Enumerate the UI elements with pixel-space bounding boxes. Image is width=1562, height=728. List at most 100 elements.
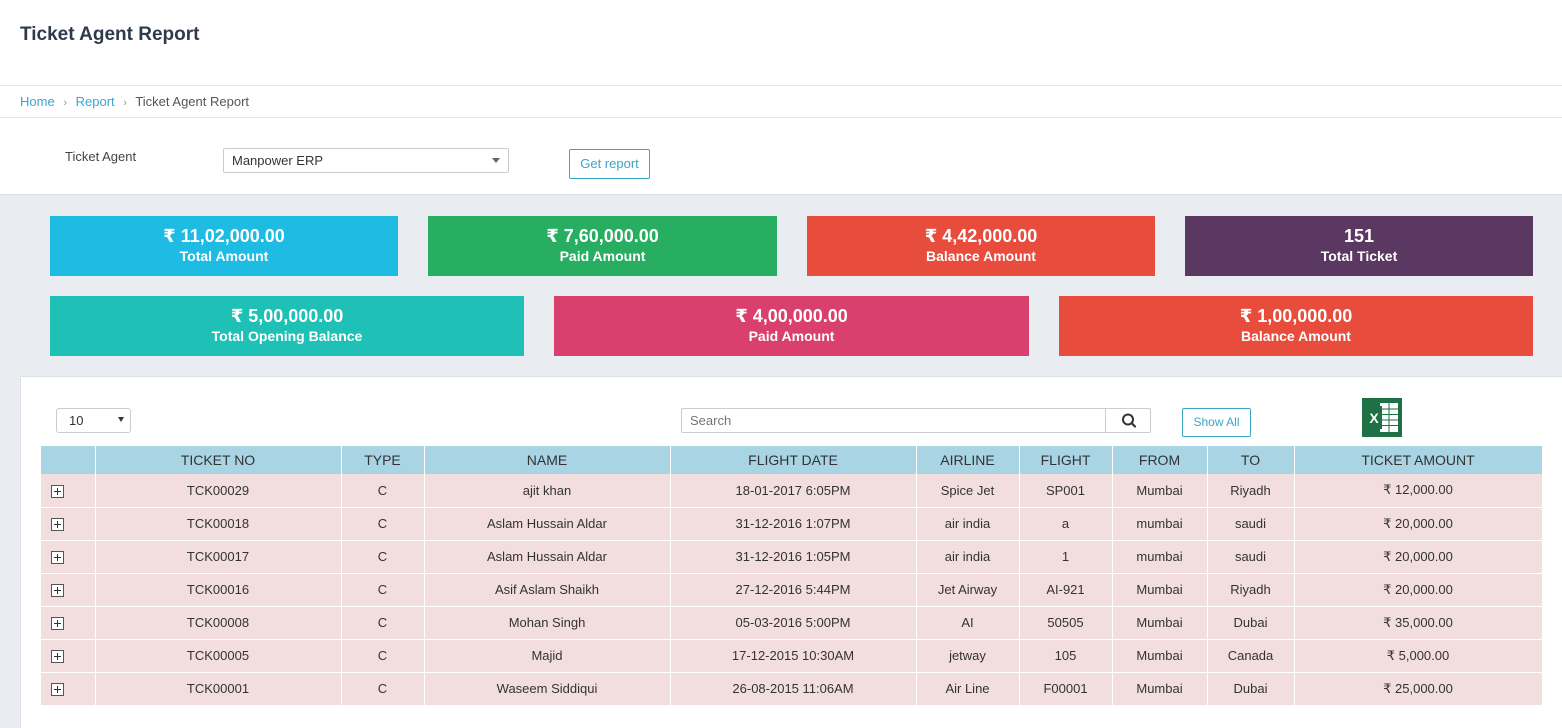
ticket-agent-select[interactable]: Manpower ERP	[223, 148, 509, 173]
show-all-button[interactable]: Show All	[1182, 408, 1251, 437]
table-row: TCK00016 C Asif Aslam Shaikh 27-12-2016 5:4…	[41, 573, 1543, 607]
stat-value: 151	[1343, 226, 1375, 246]
table-cell: 17-12-2015 10:30AM	[670, 639, 917, 673]
column-header[interactable]: TICKET NO	[95, 446, 342, 474]
expand-cell	[41, 474, 96, 508]
table-cell: 31-12-2016 1:05PM	[670, 540, 917, 574]
column-header[interactable]: TYPE	[341, 446, 425, 474]
table-cell: mumbai	[1112, 540, 1208, 574]
expand-cell	[41, 573, 96, 607]
column-header[interactable]: FLIGHT DATE	[670, 446, 917, 474]
table-cell: SP001	[1019, 474, 1113, 508]
total-ticket-card: 151 Total Ticket	[1185, 216, 1533, 276]
table-cell: 18-01-2017 6:05PM	[670, 474, 917, 508]
table-cell: saudi	[1207, 507, 1295, 541]
table-cell: TCK00005	[95, 639, 342, 673]
column-header[interactable]	[41, 446, 96, 474]
table-cell: C	[341, 672, 425, 706]
table-cell: saudi	[1207, 540, 1295, 574]
breadcrumb-separator: ›	[123, 97, 127, 109]
page-length-select[interactable]: 10	[56, 408, 131, 433]
balance-amount-card: ₹ 4,42,000.00 Balance Amount	[807, 216, 1155, 276]
table-cell: Riyadh	[1207, 474, 1295, 508]
table-cell: Aslam Hussain Aldar	[424, 540, 671, 574]
page-header: Ticket Agent Report	[0, 0, 1562, 86]
breadcrumb-home-link[interactable]: Home	[20, 94, 55, 109]
expand-cell	[41, 606, 96, 640]
expand-cell	[41, 507, 96, 541]
table-row: TCK00017 C Aslam Hussain Aldar 31-12-2016 1…	[41, 540, 1543, 574]
search-button[interactable]	[1105, 408, 1151, 433]
breadcrumb-report-link[interactable]: Report	[75, 94, 115, 109]
expand-row-icon[interactable]	[51, 484, 64, 498]
table-cell: jetway	[916, 639, 1020, 673]
column-header[interactable]: TO	[1207, 446, 1295, 474]
table-cell: TCK00018	[95, 507, 342, 541]
column-header[interactable]: NAME	[424, 446, 671, 474]
table-cell: TCK00029	[95, 474, 342, 508]
table-cell: air india	[916, 540, 1020, 574]
table-cell: C	[341, 639, 425, 673]
table-cell: Jet Airway	[916, 573, 1020, 607]
stat-value: ₹ 11,02,000.00	[163, 226, 285, 246]
table-cell: Mumbai	[1112, 474, 1208, 508]
stat-label: Total Opening Balance	[211, 328, 363, 344]
column-header[interactable]: FLIGHT	[1019, 446, 1113, 474]
table-cell: mumbai	[1112, 507, 1208, 541]
table-cell: 31-12-2016 1:07PM	[670, 507, 917, 541]
ticket-agent-selected-value: Manpower ERP	[232, 153, 324, 168]
table-cell: F00001	[1019, 672, 1113, 706]
get-report-button[interactable]: Get report	[569, 149, 650, 179]
table-cell: Dubai	[1207, 606, 1295, 640]
column-header[interactable]: TICKET AMOUNT	[1294, 446, 1543, 474]
table-cell: TCK00016	[95, 573, 342, 607]
table-cell: Dubai	[1207, 672, 1295, 706]
table-cell: Spice Jet	[916, 474, 1020, 508]
excel-export-icon[interactable]: X	[1362, 398, 1402, 437]
stat-label: Total Ticket	[1320, 248, 1398, 264]
ticket-table: TICKET NO TYPE NAME FLIGHT DATE AIRLINE …	[41, 446, 1543, 706]
table-cell: ₹ 12,000.00	[1294, 474, 1543, 508]
table-cell: ₹ 20,000.00	[1294, 540, 1543, 574]
total-amount-card: ₹ 11,02,000.00 Total Amount	[50, 216, 398, 276]
column-header[interactable]: FROM	[1112, 446, 1208, 474]
chevron-down-icon	[492, 158, 500, 163]
table-cell: TCK00008	[95, 606, 342, 640]
expand-row-icon[interactable]	[51, 551, 64, 565]
page-title: Ticket Agent Report	[20, 24, 200, 45]
table-cell: Riyadh	[1207, 573, 1295, 607]
stat-value: ₹ 7,60,000.00	[546, 226, 659, 246]
table-cell: C	[341, 606, 425, 640]
breadcrumb: Home › Report › Ticket Agent Report	[0, 86, 1562, 118]
table-cell: 27-12-2016 5:44PM	[670, 573, 917, 607]
table-cell: ajit khan	[424, 474, 671, 508]
table-cell: 26-08-2015 11:06AM	[670, 672, 917, 706]
table-cell: 105	[1019, 639, 1113, 673]
expand-row-icon[interactable]	[51, 617, 64, 631]
table-cell: C	[341, 573, 425, 607]
table-cell: Mumbai	[1112, 639, 1208, 673]
expand-row-icon[interactable]	[51, 650, 64, 664]
table-cell: TCK00001	[95, 672, 342, 706]
table-cell: Mumbai	[1112, 606, 1208, 640]
table-cell: C	[341, 474, 425, 508]
table-cell: AI	[916, 606, 1020, 640]
ticket-agent-label: Ticket Agent	[65, 149, 137, 164]
table-cell: ₹ 20,000.00	[1294, 507, 1543, 541]
column-header[interactable]: AIRLINE	[916, 446, 1020, 474]
total-opening-balance-card: ₹ 5,00,000.00 Total Opening Balance	[50, 296, 524, 356]
stat-value: ₹ 5,00,000.00	[230, 306, 344, 326]
table-cell: C	[341, 507, 425, 541]
stat-value: ₹ 4,00,000.00	[735, 306, 848, 326]
expand-cell	[41, 639, 96, 673]
opening-balance-amount-card: ₹ 1,00,000.00 Balance Amount	[1059, 296, 1533, 356]
table-cell: ₹ 25,000.00	[1294, 672, 1543, 706]
expand-row-icon[interactable]	[51, 584, 64, 598]
search-icon	[1122, 413, 1137, 428]
expand-row-icon[interactable]	[51, 518, 64, 532]
table-cell: Majid	[424, 639, 671, 673]
expand-row-icon[interactable]	[51, 683, 64, 697]
search-input[interactable]	[681, 408, 1106, 433]
page-length-value: 10	[69, 413, 84, 428]
